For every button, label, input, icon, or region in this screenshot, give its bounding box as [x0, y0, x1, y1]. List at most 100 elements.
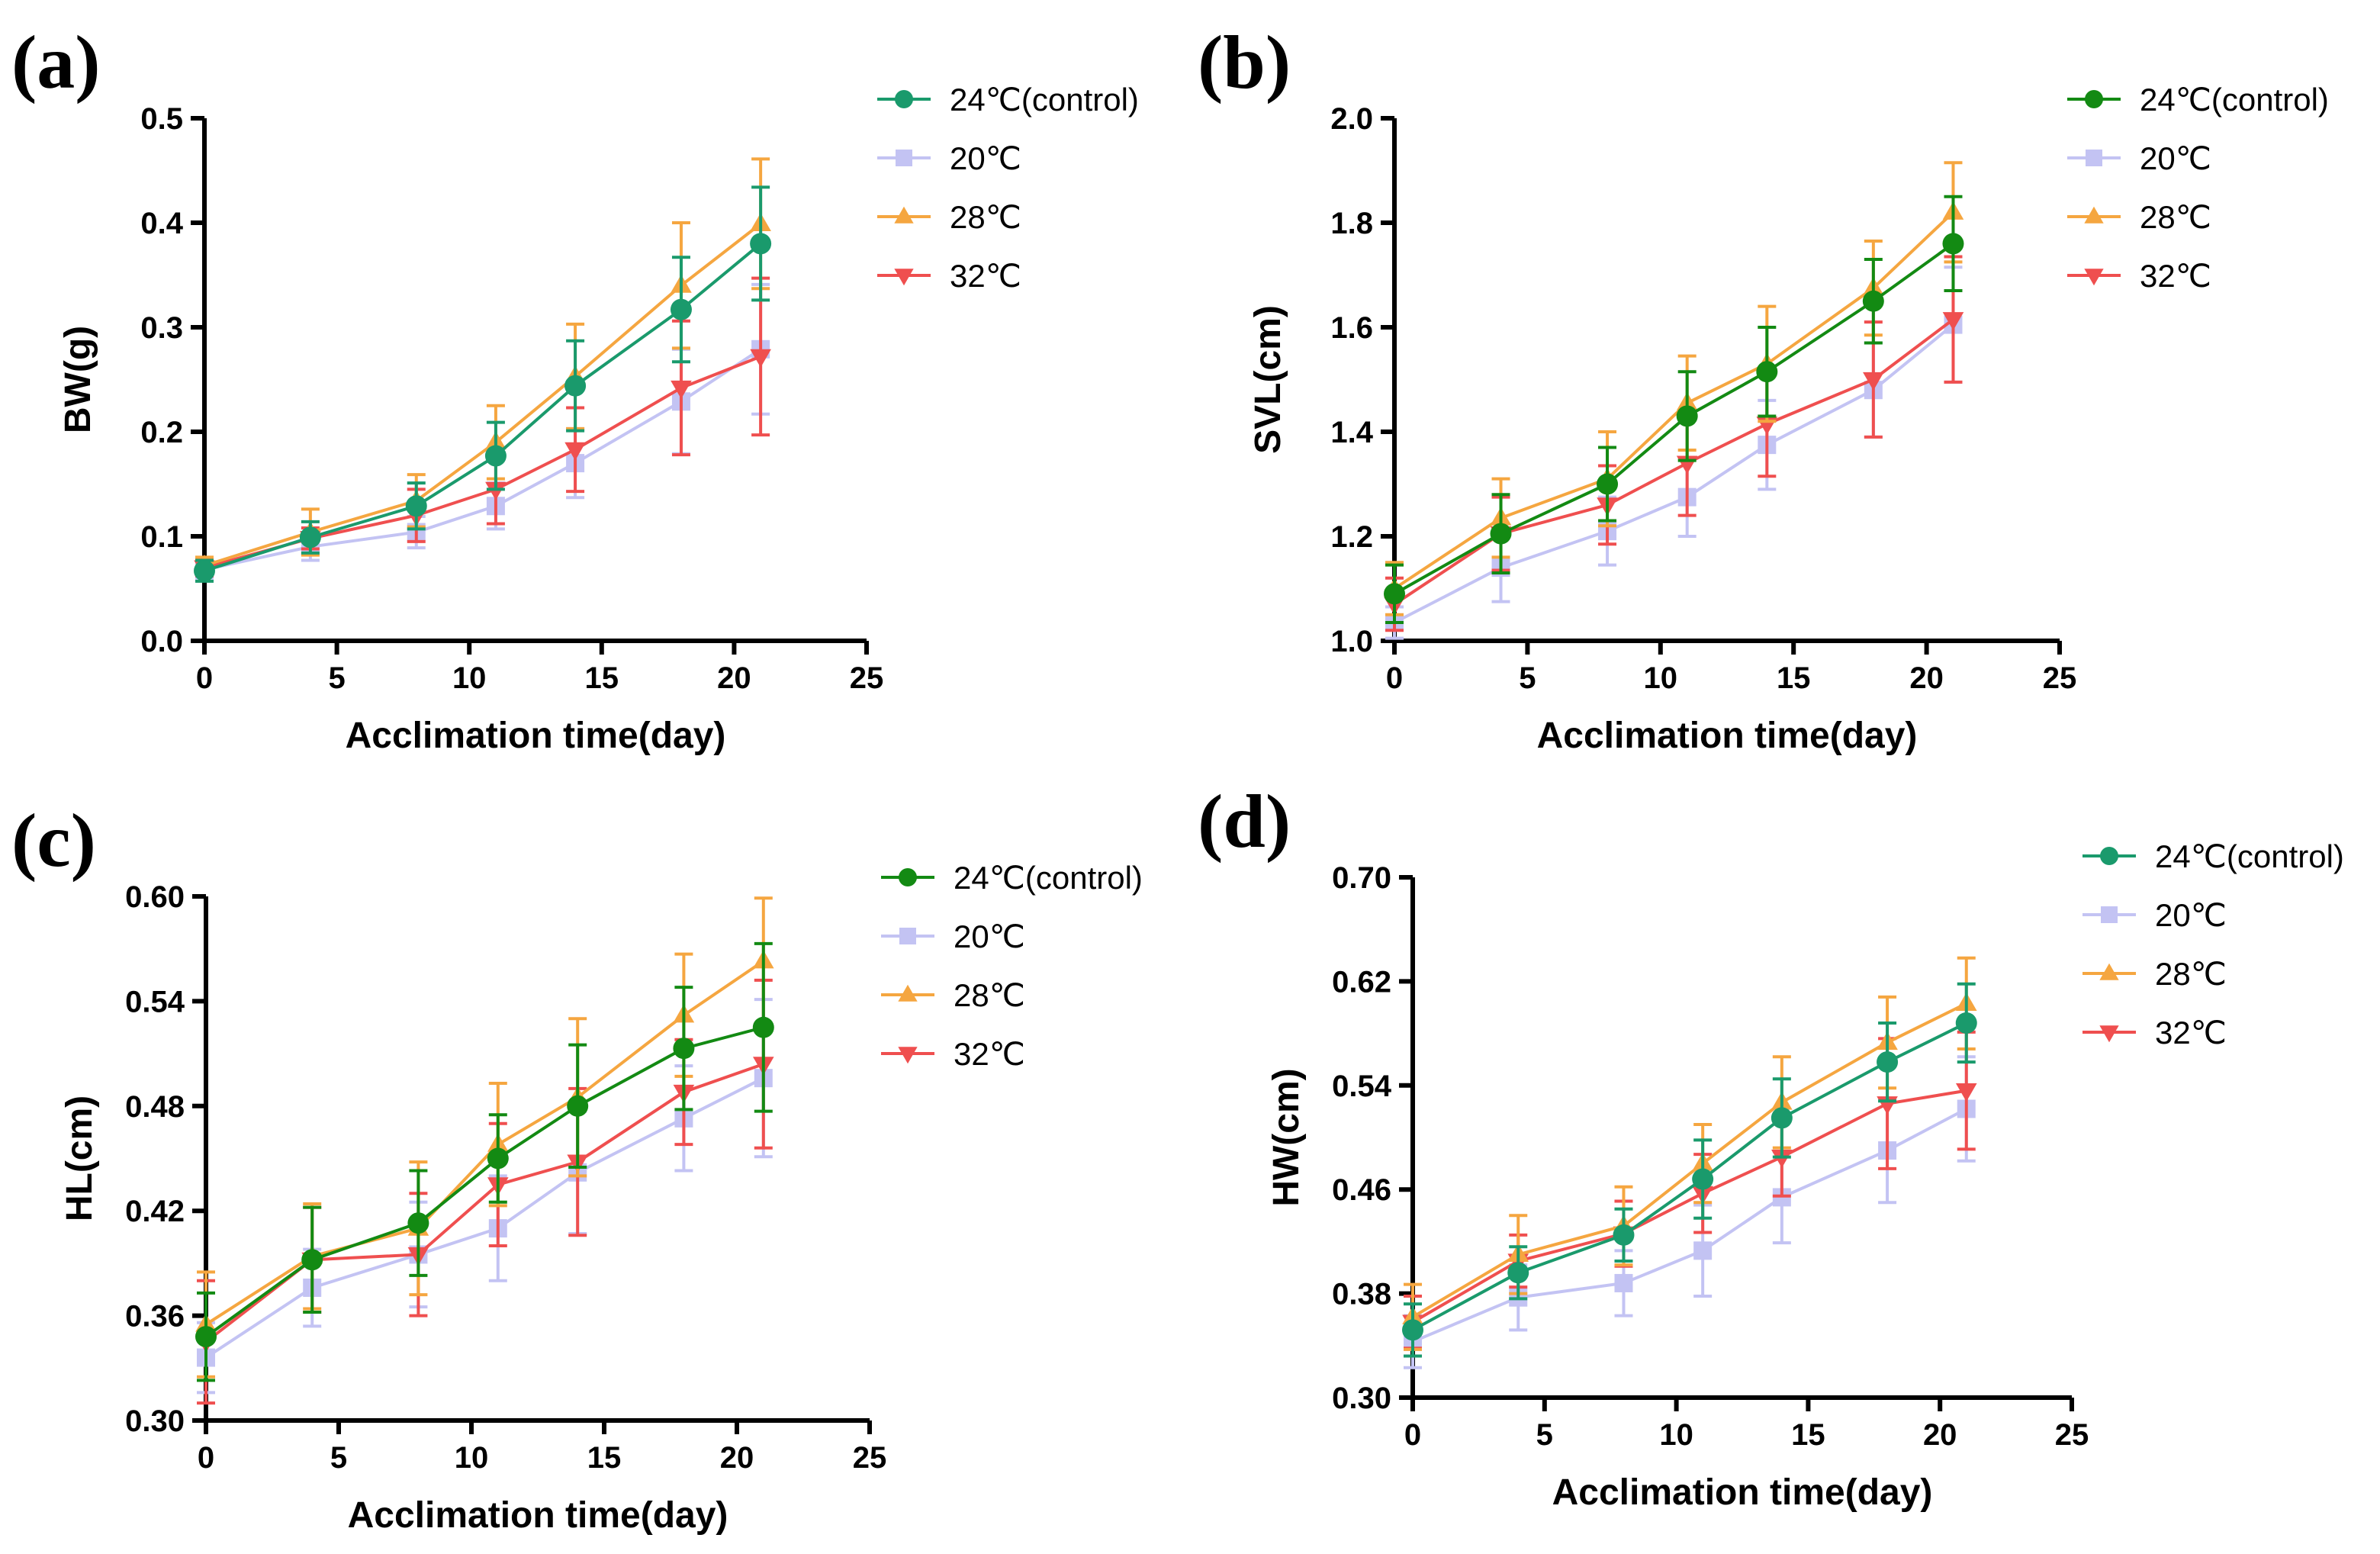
- y-tick-label: 2.0: [1330, 102, 1373, 136]
- data-point: [1771, 1149, 1793, 1168]
- legend-marker-triangle-up: [2099, 963, 2119, 980]
- legend: 24℃(control) 20℃ 28℃ 32℃: [877, 82, 1139, 294]
- data-point: [1384, 583, 1405, 605]
- series-line: [1393, 211, 1954, 590]
- data-point: [407, 1212, 429, 1234]
- data-point: [405, 495, 427, 517]
- legend: 24℃(control) 20℃ 28℃ 32℃: [2067, 82, 2329, 294]
- data-point: [670, 298, 692, 320]
- x-tick-label: 0: [198, 1441, 214, 1475]
- data-point: [1676, 405, 1698, 427]
- data-point: [1614, 1273, 1633, 1292]
- x-tick-label: 5: [1519, 661, 1536, 695]
- y-tick-label: 1.2: [1330, 520, 1373, 554]
- y-tick-label: 0.5: [140, 102, 183, 136]
- chart-panel-d: (d) 0 5 10 15 20 25 0.30 0.38 0.46 0.54 0.62 0.70 Acc…: [1198, 779, 2344, 1513]
- data-point: [1942, 233, 1964, 255]
- legend-label: 20℃: [950, 140, 1021, 176]
- series-0: [194, 185, 772, 583]
- x-axis-title: Acclimation time(day): [348, 1495, 728, 1536]
- x-tick-label: 10: [1644, 661, 1678, 695]
- x-tick-label: 10: [455, 1441, 489, 1475]
- legend-label: 32℃: [2155, 1015, 2227, 1050]
- x-tick-label: 25: [2043, 661, 2077, 695]
- legend-marker-triangle-up: [894, 206, 914, 224]
- legend-label: 20℃: [2155, 897, 2227, 933]
- data-point: [1955, 1083, 1977, 1102]
- y-tick-label: 1.4: [1330, 416, 1373, 449]
- y-axis-title: SVL(cm): [1248, 305, 1288, 454]
- x-tick-label: 25: [853, 1441, 887, 1475]
- data-point: [1613, 1224, 1635, 1246]
- legend-marker-triangle-down: [898, 1047, 918, 1064]
- data-point: [1877, 1051, 1899, 1073]
- legend-marker-circle: [899, 868, 917, 886]
- y-tick-label: 0.2: [140, 416, 183, 449]
- legend-label: 20℃: [954, 919, 1025, 954]
- series-3: [194, 276, 771, 579]
- data-point: [750, 233, 772, 255]
- y-tick-label: 0.48: [125, 1090, 185, 1124]
- series-line: [204, 1062, 764, 1343]
- x-tick-label: 15: [1791, 1418, 1825, 1452]
- legend-label: 28℃: [950, 199, 1021, 235]
- series-line: [1393, 318, 1954, 606]
- y-tick-label: 0.54: [125, 985, 185, 1018]
- legend-label: 24℃(control): [950, 82, 1139, 117]
- x-tick-label: 5: [330, 1441, 347, 1475]
- x-tick-label: 15: [587, 1441, 622, 1475]
- legend-label: 24℃(control): [2155, 838, 2344, 874]
- y-tick-label: 0.60: [125, 880, 185, 914]
- y-tick-label: 0.62: [1332, 965, 1391, 999]
- x-tick-label: 25: [850, 661, 884, 695]
- y-tick-label: 0.38: [1332, 1278, 1391, 1311]
- data-point: [1756, 361, 1778, 383]
- legend-marker-square: [2086, 150, 2102, 166]
- legend-marker-triangle-down: [2099, 1025, 2119, 1043]
- x-axis-title: Acclimation time(day): [1537, 716, 1918, 756]
- chart-panel-b: (b) 0 5 10 15 20 25 1.0 1.2 1.4 1.6 1.8 2.0 Acclimati…: [1198, 20, 2329, 756]
- y-tick-label: 0.4: [140, 207, 183, 240]
- legend-marker-triangle-up: [898, 984, 918, 1002]
- y-tick-label: 0.1: [140, 520, 183, 554]
- series-1: [195, 282, 770, 580]
- x-tick-label: 20: [1923, 1418, 1957, 1452]
- legend-marker-square: [896, 150, 912, 166]
- x-tick-label: 5: [1536, 1418, 1553, 1452]
- y-tick-label: 0.36: [125, 1300, 185, 1334]
- x-tick-label: 20: [717, 661, 751, 695]
- y-tick-label: 1.6: [1330, 311, 1373, 345]
- x-tick-label: 15: [585, 661, 619, 695]
- data-point: [1942, 312, 1964, 331]
- y-tick-label: 0.30: [125, 1404, 185, 1438]
- data-point: [567, 1095, 589, 1117]
- data-point: [752, 1016, 774, 1038]
- legend-label: 20℃: [2140, 140, 2211, 176]
- x-tick-label: 20: [720, 1441, 754, 1475]
- data-point: [564, 375, 587, 397]
- chart-panel-c: (c) 0 5 10 15 20 25 0.30 0.36 0.42 0.48 0.54 0.60 Acc…: [11, 798, 1143, 1536]
- series-2: [195, 896, 774, 1379]
- x-axis-title: Acclimation time(day): [346, 716, 726, 756]
- legend-marker-square: [899, 928, 916, 944]
- data-point: [485, 481, 507, 500]
- data-point: [487, 1147, 509, 1170]
- y-tick-label: 0.46: [1332, 1173, 1391, 1207]
- panel-label: (b): [1198, 20, 1291, 105]
- y-tick-label: 0.30: [1332, 1382, 1391, 1415]
- x-tick-label: 10: [452, 661, 487, 695]
- x-axis-title: Acclimation time(day): [1552, 1472, 1933, 1513]
- legend-label: 32℃: [2140, 258, 2211, 294]
- series-3: [1384, 255, 1964, 632]
- y-tick-label: 0.0: [140, 625, 183, 658]
- data-point: [1862, 290, 1884, 312]
- data-point: [1771, 1107, 1793, 1129]
- legend-label: 32℃: [954, 1036, 1025, 1072]
- y-tick-label: 0.3: [140, 311, 183, 345]
- data-point: [1693, 1241, 1713, 1260]
- data-point: [484, 445, 507, 467]
- legend-marker-square: [2101, 906, 2118, 923]
- legend-marker-triangle-up: [2084, 206, 2104, 224]
- legend-marker-triangle-down: [2084, 269, 2104, 286]
- legend: 24℃(control) 20℃ 28℃ 32℃: [2082, 838, 2344, 1050]
